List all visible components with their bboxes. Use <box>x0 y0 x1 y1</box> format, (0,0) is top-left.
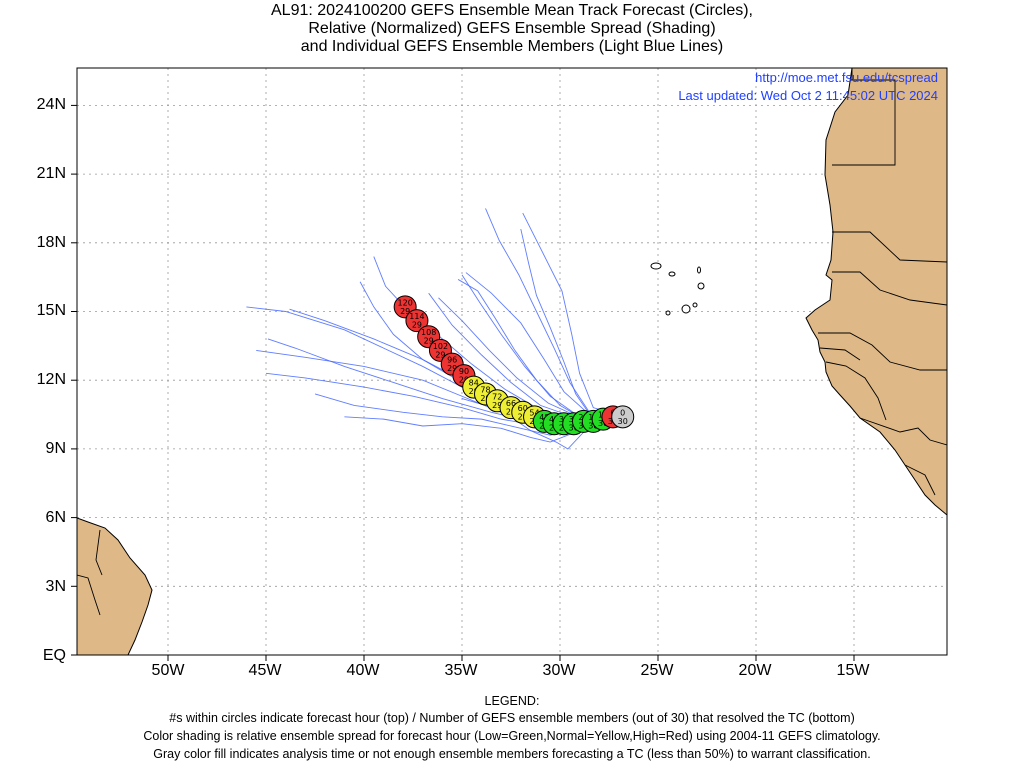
ocean-background <box>77 68 947 655</box>
member-count-label: 30 <box>618 417 628 426</box>
chart-title-line-2: Relative (Normalized) GEFS Ensemble Spre… <box>308 20 716 37</box>
lat-label-15n: 15N <box>36 302 66 319</box>
member-track-line <box>485 208 625 418</box>
forecast-hour-label: 48 <box>539 413 549 422</box>
member-count-label: 29 <box>435 350 445 359</box>
member-count-label: 29 <box>518 412 528 421</box>
track-point-circle <box>611 405 635 429</box>
legend-line-1: #s within circles indicate forecast hour… <box>169 711 855 725</box>
lon-label-45w: 45W <box>248 662 282 679</box>
member-count-label: 29 <box>459 376 469 385</box>
forecast-hour-label: 96 <box>447 356 457 365</box>
axis-ticks <box>71 104 855 661</box>
last-updated-text: Last updated: Wed Oct 2 11:45:02 UTC 202… <box>678 88 938 103</box>
lon-label-50w: 50W <box>151 662 185 679</box>
lon-label-15w: 15W <box>836 662 870 679</box>
land-masses <box>77 68 947 655</box>
member-count-label: 30 <box>569 424 579 433</box>
lon-label-25w: 25W <box>640 662 674 679</box>
member-track-line <box>522 212 625 418</box>
track-point: 030 <box>611 405 635 429</box>
lat-label-6n: 6N <box>45 509 66 526</box>
member-count-label: 30 <box>598 419 608 428</box>
forecast-hour-label: 60 <box>518 404 528 413</box>
chart-title-line-3: and Individual GEFS Ensemble Members (Li… <box>300 38 724 55</box>
lon-label-40w: 40W <box>346 662 380 679</box>
lat-label-eq: EQ <box>42 647 66 664</box>
member-count-label: 29 <box>480 394 490 403</box>
forecast-hour-label: 108 <box>421 328 436 337</box>
member-count-label: 29 <box>412 321 422 330</box>
legend-line-2: Color shading is relative ensemble sprea… <box>143 729 881 743</box>
lat-label-3n: 3N <box>45 578 66 595</box>
member-count-label: 29 <box>469 387 479 396</box>
forecast-hour-label: 54 <box>529 408 539 417</box>
forecast-hour-label: 78 <box>480 385 490 394</box>
forecast-hour-label: 114 <box>409 312 424 321</box>
forecast-hour-label: 0 <box>620 408 625 417</box>
forecast-hour-label: 120 <box>398 298 413 307</box>
south-america-borders <box>77 529 103 616</box>
forecast-hour-label: 102 <box>433 342 448 351</box>
lat-label-18n: 18N <box>36 234 66 251</box>
source-url-link[interactable]: http://moe.met.fsu.edu/tcspread <box>755 70 938 85</box>
map-frame <box>76 67 948 656</box>
member-count-label: 29 <box>492 401 502 410</box>
lon-label-35w: 35W <box>444 662 478 679</box>
member-count-label: 29 <box>424 337 434 346</box>
track-point-circle <box>405 309 429 333</box>
member-count-label: 29 <box>447 364 457 373</box>
legend-line-3: Gray color fill indicates analysis time … <box>153 747 871 761</box>
lat-label-9n: 9N <box>45 440 66 457</box>
forecast-hour-label: 84 <box>469 379 479 388</box>
chart-title-line-1: AL91: 2024100200 GEFS Ensemble Mean Trac… <box>271 2 753 19</box>
lat-label-24n: 24N <box>36 96 66 113</box>
forecast-hour-label: 90 <box>459 367 469 376</box>
forecast-hour-label: 72 <box>492 392 502 401</box>
lat-label-12n: 12N <box>36 371 66 388</box>
forecast-hour-label: 66 <box>506 399 516 408</box>
cape-verde-islands <box>650 262 705 316</box>
lon-label-20w: 20W <box>738 662 772 679</box>
member-count-label: 29 <box>506 408 516 417</box>
member-count-label: 30 <box>588 421 598 430</box>
legend-heading: LEGEND: <box>484 694 540 708</box>
member-count-label: 29 <box>400 307 410 316</box>
africa-borders <box>818 68 947 496</box>
lon-label-30w: 30W <box>542 662 576 679</box>
south-america-landmass <box>77 517 153 655</box>
lat-label-21n: 21N <box>36 165 66 182</box>
